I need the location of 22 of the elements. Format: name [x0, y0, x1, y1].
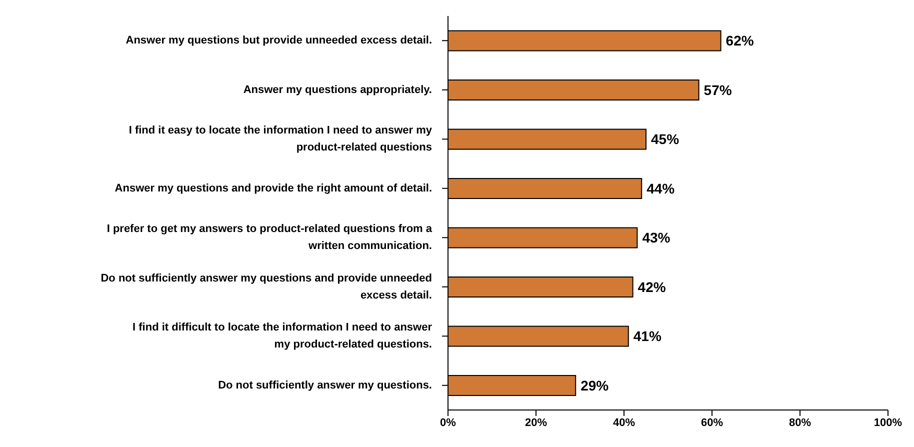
y-tick-label: I find it easy to locate the information I need to answer my product-related questions: [128, 124, 433, 154]
x-tick-label: 20%: [524, 416, 548, 429]
data-label: 42%: [638, 278, 666, 295]
data-label: 41%: [633, 328, 662, 344]
x-tick-label: 60%: [700, 416, 724, 429]
x-tick-label: 100%: [874, 416, 902, 429]
y-tick-label: I find it difficult to locate the information I need to answer my product-related questions.: [132, 322, 433, 351]
y-tick-label: Do not sufficiently answer my questions.: [218, 379, 432, 392]
y-tick-label: Do not sufficiently answer my questions and provide unneeded excess detail.: [100, 272, 432, 302]
x-tick-label: 80%: [788, 416, 812, 429]
data-label: 45%: [651, 131, 680, 148]
data-label: 57%: [704, 82, 732, 98]
y-tick-label: Answer my questions appropriately.: [243, 84, 432, 96]
x-tick-label: 0%: [440, 416, 456, 429]
data-label: 44%: [646, 180, 676, 196]
data-label: 43%: [642, 230, 671, 246]
data-label: 62%: [726, 32, 754, 49]
y-tick-label: Answer my questions and provide the right amount of detail.: [114, 182, 432, 194]
x-tick-label: 40%: [612, 416, 636, 429]
y-tick-label: Answer my questions but provide unneeded excess detail.: [126, 34, 432, 47]
data-label: 29%: [580, 377, 610, 394]
y-tick-label: I prefer to get my answers to product-related questions from a written communication.: [106, 223, 433, 252]
